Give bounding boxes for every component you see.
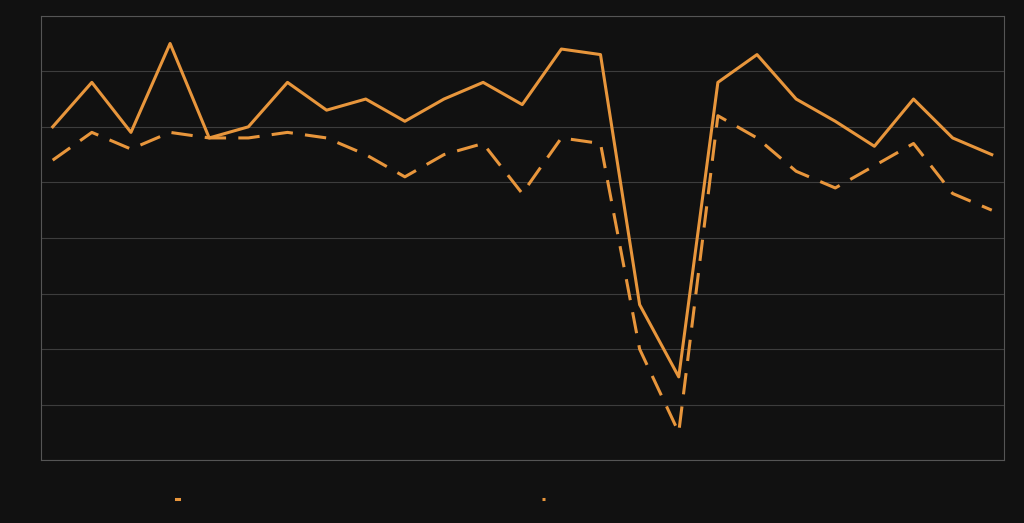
Legend:  (542, 498, 546, 499)
